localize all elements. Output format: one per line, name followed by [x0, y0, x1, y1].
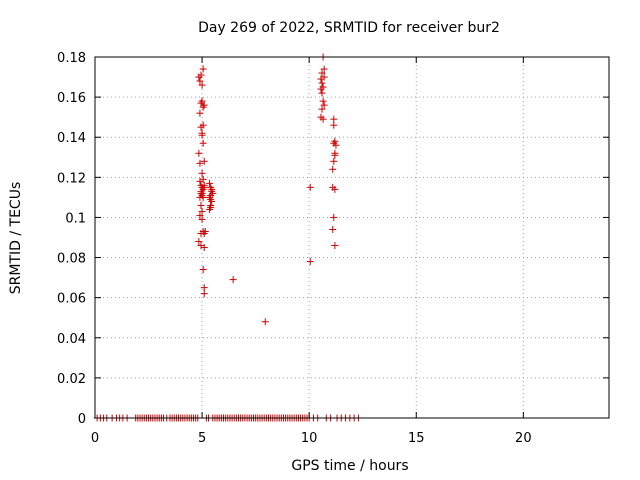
- data-point: [209, 189, 217, 197]
- y-axis-label: SRMTID / TECUs: [8, 182, 24, 295]
- data-point: [199, 175, 207, 183]
- data-point: [196, 159, 204, 167]
- data-point: [198, 215, 206, 223]
- y-tick-label: 0.04: [57, 332, 86, 347]
- data-point: [199, 193, 207, 201]
- data-point: [320, 65, 328, 73]
- data-point: [330, 121, 338, 129]
- data-point: [198, 81, 206, 89]
- y-tick-label: 0.14: [57, 131, 86, 146]
- data-point: [207, 203, 215, 211]
- data-point: [331, 242, 339, 250]
- y-tick-label: 0.16: [57, 91, 86, 106]
- data-point: [200, 101, 208, 109]
- data-point: [261, 318, 269, 326]
- x-tick-label: 10: [301, 431, 318, 446]
- x-tick-label: 20: [515, 431, 532, 446]
- data-point: [200, 284, 208, 292]
- data-point: [330, 213, 338, 221]
- data-point: [318, 89, 326, 97]
- data-point: [331, 185, 339, 193]
- data-point: [199, 65, 207, 73]
- x-tick-label: 5: [198, 431, 206, 446]
- points-layer: [93, 53, 362, 422]
- data-point: [198, 169, 206, 177]
- y-tick-label: 0.02: [57, 372, 86, 387]
- y-tick-label: 0.12: [57, 171, 86, 186]
- data-point: [329, 225, 337, 233]
- x-tick-label: 15: [408, 431, 425, 446]
- data-point: [199, 139, 207, 147]
- data-point: [198, 131, 206, 139]
- data-point: [319, 97, 327, 105]
- data-point: [208, 185, 216, 193]
- data-point: [200, 157, 208, 165]
- data-point: [317, 85, 325, 93]
- x-tick-label: 0: [91, 431, 99, 446]
- data-point: [199, 266, 207, 274]
- data-point: [199, 121, 207, 129]
- data-point: [196, 109, 204, 117]
- data-point: [319, 115, 327, 123]
- data-point: [197, 201, 205, 209]
- data-point: [196, 211, 204, 219]
- data-point: [306, 183, 314, 191]
- data-point: [198, 97, 206, 105]
- data-point: [332, 141, 340, 149]
- data-point: [208, 197, 216, 205]
- y-tick-label: 0.18: [57, 51, 86, 66]
- data-point: [330, 157, 338, 165]
- y-tick-label: 0.08: [57, 252, 86, 267]
- data-point: [318, 105, 326, 113]
- data-point: [200, 244, 208, 252]
- data-point: [320, 101, 328, 109]
- data-point: [195, 238, 203, 246]
- data-point: [200, 181, 208, 189]
- data-point: [196, 77, 204, 85]
- data-point: [195, 149, 203, 157]
- y-tick-label: 0.06: [57, 292, 86, 307]
- data-point: [198, 207, 206, 215]
- data-point: [318, 69, 326, 77]
- data-point: [199, 185, 207, 193]
- data-point: [331, 151, 339, 159]
- y-tick-label: 0.1: [65, 211, 86, 226]
- chart-title: Day 269 of 2022, SRMTID for receiver bur…: [198, 20, 500, 36]
- data-point: [317, 75, 325, 83]
- data-point: [201, 227, 209, 235]
- y-tick-label: 0: [78, 412, 86, 427]
- data-point: [318, 79, 326, 87]
- data-point: [229, 276, 237, 284]
- data-point: [200, 290, 208, 298]
- data-point: [306, 258, 314, 266]
- data-point: [329, 165, 337, 173]
- x-axis-label: GPS time / hours: [291, 458, 408, 474]
- data-point: [206, 179, 214, 187]
- plot-frame: [94, 56, 610, 419]
- axis-layer: 0 0.02 0.04 0.06 0.08 0.1 0.12 0.14 0.16 0.18 0 5 10…: [57, 51, 609, 446]
- data-point: [330, 115, 338, 123]
- data-point: [197, 71, 205, 79]
- grid-layer: [95, 57, 609, 418]
